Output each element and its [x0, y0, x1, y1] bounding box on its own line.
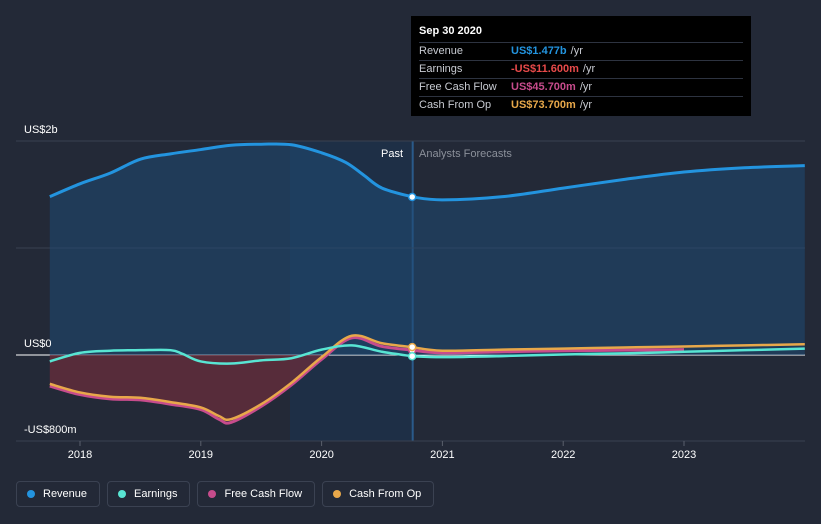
- tooltip-row-unit: /yr: [582, 63, 596, 75]
- tooltip-row-name: Earnings: [419, 63, 463, 75]
- tooltip-row-name: Free Cash Flow: [419, 81, 497, 93]
- revenue-line-forecast: [412, 164, 805, 202]
- earnings-line-past: [49, 344, 413, 365]
- x-tick-label: 2020: [309, 449, 333, 461]
- cash_from_op-line-past: [49, 334, 413, 422]
- tooltip-row-value: US$1.477b: [511, 45, 567, 57]
- chart-labels: US$2b US$0 -US$800m Past Analysts Foreca…: [24, 124, 512, 436]
- tooltip-row-cash-from-op: Cash From Op US$73.700m /yr: [419, 96, 743, 114]
- past-region-label: Past: [381, 148, 403, 160]
- chart-series-lines: [49, 142, 805, 425]
- chart-legend: Revenue Earnings Free Cash Flow Cash Fro…: [16, 481, 435, 507]
- tooltip-row-unit: /yr: [579, 99, 593, 111]
- tooltip-row-value: US$45.700m: [511, 81, 576, 93]
- y-axis-label-bottom: -US$800m: [24, 424, 77, 436]
- legend-label: Earnings: [134, 488, 178, 500]
- x-tick-label: 2021: [430, 449, 454, 461]
- tooltip-row-free-cash-flow: Free Cash Flow US$45.700m /yr: [419, 78, 743, 96]
- x-tick-label: 2022: [551, 449, 575, 461]
- legend-dot-icon: [118, 490, 127, 498]
- tooltip-row-revenue: Revenue US$1.477b /yr: [419, 42, 743, 60]
- x-axis-ticks: 2018 2019 2020 2021 2022 2023: [68, 441, 696, 461]
- legend-item-cash-from-op[interactable]: Cash From Op: [322, 481, 435, 507]
- legend-label: Cash From Op: [349, 488, 422, 500]
- free_cash_flow-line-forecast: [412, 348, 685, 355]
- y-axis-label-zero: US$0: [24, 338, 52, 350]
- x-tick-label: 2023: [672, 449, 696, 461]
- tooltip-row-value: US$73.700m: [511, 99, 576, 111]
- tooltip-row-earnings: Earnings -US$11.600m /yr: [419, 60, 743, 78]
- tooltip-row-value: -US$11.600m: [511, 63, 579, 75]
- legend-label: Free Cash Flow: [224, 488, 303, 500]
- hover-tooltip: Sep 30 2020 Revenue US$1.477b /yr Earnin…: [411, 16, 751, 116]
- legend-dot-icon: [27, 490, 35, 498]
- y-axis-label-top: US$2b: [24, 124, 58, 136]
- revenue-marker: [407, 192, 417, 202]
- negative-cash-area: [49, 355, 322, 420]
- cash_from_op-marker: [407, 342, 417, 352]
- tooltip-row-unit: /yr: [570, 45, 583, 57]
- tooltip-date: Sep 30 2020: [419, 25, 482, 37]
- legend-item-revenue[interactable]: Revenue: [16, 481, 101, 507]
- legend-item-free-cash-flow[interactable]: Free Cash Flow: [197, 481, 316, 507]
- earnings-line-forecast: [412, 347, 805, 359]
- revenue-area: [49, 143, 805, 355]
- tooltip-row-name: Cash From Op: [419, 99, 492, 111]
- x-tick-label: 2018: [68, 449, 92, 461]
- legend-label: Revenue: [43, 488, 88, 500]
- earnings-marker: [407, 351, 417, 361]
- x-tick-label: 2019: [189, 449, 213, 461]
- revenue-line-past: [49, 142, 413, 199]
- cash_from_op-line-forecast: [412, 343, 805, 353]
- free_cash_flow-line-past: [49, 336, 413, 425]
- chart-area-fills: [49, 143, 805, 420]
- tooltip-row-unit: /yr: [579, 81, 593, 93]
- legend-item-earnings[interactable]: Earnings: [107, 481, 191, 507]
- legend-dot-icon: [333, 490, 342, 498]
- legend-dot-icon: [208, 490, 217, 498]
- forecast-region-label: Analysts Forecasts: [419, 148, 512, 160]
- tooltip-row-name: Revenue: [419, 45, 464, 57]
- chart-hover-markers: [407, 192, 417, 361]
